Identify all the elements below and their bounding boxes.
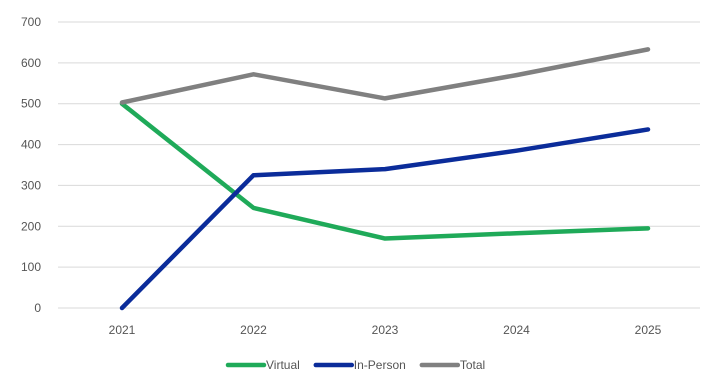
gridlines bbox=[58, 21, 700, 309]
y-tick-label: 700 bbox=[21, 15, 41, 29]
legend-label-virtual: Virtual bbox=[266, 358, 300, 371]
x-tick-label: 2025 bbox=[635, 323, 662, 337]
x-tick-label: 2021 bbox=[109, 323, 136, 337]
x-tick-label: 2024 bbox=[503, 323, 530, 337]
legend-label-total: Total bbox=[460, 358, 485, 371]
y-tick-label: 600 bbox=[21, 56, 41, 70]
series-line-total bbox=[119, 47, 651, 105]
y-axis-tick-labels: 0 100 200 300 400 500 600 700 bbox=[21, 15, 41, 315]
x-axis-tick-labels: 2021 2022 2023 2024 2025 bbox=[109, 323, 662, 337]
y-tick-label: 100 bbox=[21, 260, 41, 274]
x-tick-label: 2022 bbox=[240, 323, 267, 337]
y-tick-label: 200 bbox=[21, 219, 41, 233]
series-line-in-person bbox=[119, 127, 651, 311]
x-tick-label: 2023 bbox=[372, 323, 399, 337]
series-lines bbox=[119, 47, 651, 311]
y-tick-label: 0 bbox=[34, 301, 41, 315]
y-tick-label: 500 bbox=[21, 97, 41, 111]
legend: Virtual In-Person Total bbox=[225, 358, 485, 371]
y-tick-label: 400 bbox=[21, 138, 41, 152]
legend-label-in-person: In-Person bbox=[354, 358, 406, 371]
series-line-virtual bbox=[119, 101, 651, 241]
y-tick-label: 300 bbox=[21, 178, 41, 192]
